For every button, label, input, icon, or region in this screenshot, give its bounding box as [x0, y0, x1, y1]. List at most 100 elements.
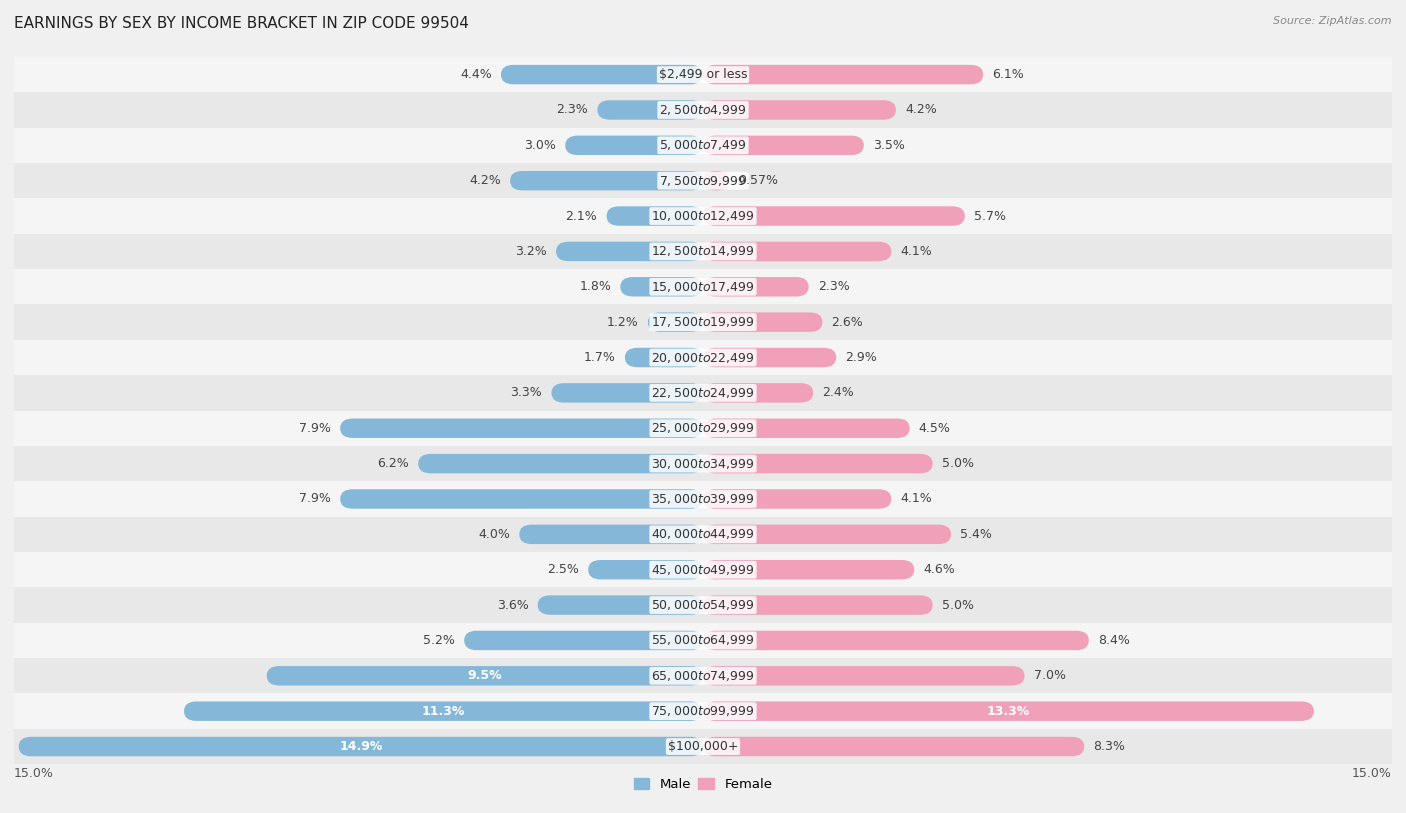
FancyBboxPatch shape	[703, 489, 891, 509]
Text: 5.2%: 5.2%	[423, 634, 456, 647]
Text: $15,000 to $17,499: $15,000 to $17,499	[651, 280, 755, 293]
Text: $65,000 to $74,999: $65,000 to $74,999	[651, 669, 755, 683]
FancyBboxPatch shape	[588, 560, 703, 580]
FancyBboxPatch shape	[703, 419, 910, 438]
Bar	[14, 411, 1392, 446]
Text: 2.5%: 2.5%	[547, 563, 579, 576]
Text: Source: ZipAtlas.com: Source: ZipAtlas.com	[1274, 16, 1392, 26]
FancyBboxPatch shape	[551, 383, 703, 402]
Text: 3.3%: 3.3%	[510, 386, 543, 399]
Text: 0.57%: 0.57%	[738, 174, 779, 187]
Text: 7.9%: 7.9%	[299, 422, 330, 435]
Text: 2.1%: 2.1%	[565, 210, 598, 223]
Text: 2.4%: 2.4%	[823, 386, 855, 399]
Text: 4.1%: 4.1%	[900, 245, 932, 258]
Text: $75,000 to $99,999: $75,000 to $99,999	[651, 704, 755, 718]
FancyBboxPatch shape	[703, 171, 730, 190]
Bar	[14, 693, 1392, 729]
Text: 3.2%: 3.2%	[515, 245, 547, 258]
Bar	[14, 304, 1392, 340]
FancyBboxPatch shape	[340, 419, 703, 438]
FancyBboxPatch shape	[555, 241, 703, 261]
FancyBboxPatch shape	[624, 348, 703, 367]
Text: $25,000 to $29,999: $25,000 to $29,999	[651, 421, 755, 435]
Text: 2.9%: 2.9%	[845, 351, 877, 364]
Text: $2,500 to $4,999: $2,500 to $4,999	[659, 103, 747, 117]
Text: $12,500 to $14,999: $12,500 to $14,999	[651, 245, 755, 259]
Text: $100,000+: $100,000+	[668, 740, 738, 753]
Text: 2.3%: 2.3%	[818, 280, 849, 293]
Text: 6.2%: 6.2%	[377, 457, 409, 470]
Text: 3.0%: 3.0%	[524, 139, 555, 152]
Text: 3.6%: 3.6%	[496, 598, 529, 611]
Bar	[14, 623, 1392, 659]
Bar	[14, 92, 1392, 128]
Bar	[14, 57, 1392, 92]
FancyBboxPatch shape	[703, 348, 837, 367]
Text: 4.1%: 4.1%	[900, 493, 932, 506]
Bar	[14, 481, 1392, 517]
Text: 4.2%: 4.2%	[905, 103, 936, 116]
FancyBboxPatch shape	[598, 100, 703, 120]
Bar	[14, 587, 1392, 623]
Text: 1.7%: 1.7%	[583, 351, 616, 364]
Text: 11.3%: 11.3%	[422, 705, 465, 718]
Bar	[14, 659, 1392, 693]
Text: 5.0%: 5.0%	[942, 457, 974, 470]
Text: $30,000 to $34,999: $30,000 to $34,999	[651, 457, 755, 471]
Text: 1.2%: 1.2%	[607, 315, 638, 328]
FancyBboxPatch shape	[184, 702, 703, 721]
Text: 2.3%: 2.3%	[557, 103, 588, 116]
Bar	[14, 729, 1392, 764]
Text: $20,000 to $22,499: $20,000 to $22,499	[651, 350, 755, 364]
Bar	[14, 552, 1392, 587]
FancyBboxPatch shape	[565, 136, 703, 155]
Text: 13.3%: 13.3%	[987, 705, 1031, 718]
FancyBboxPatch shape	[703, 65, 983, 85]
FancyBboxPatch shape	[703, 136, 863, 155]
Text: 4.0%: 4.0%	[478, 528, 510, 541]
Bar	[14, 269, 1392, 304]
Text: 5.0%: 5.0%	[942, 598, 974, 611]
Text: EARNINGS BY SEX BY INCOME BRACKET IN ZIP CODE 99504: EARNINGS BY SEX BY INCOME BRACKET IN ZIP…	[14, 16, 470, 31]
FancyBboxPatch shape	[620, 277, 703, 297]
FancyBboxPatch shape	[703, 666, 1025, 685]
Text: 2.6%: 2.6%	[831, 315, 863, 328]
Text: $35,000 to $39,999: $35,000 to $39,999	[651, 492, 755, 506]
FancyBboxPatch shape	[703, 560, 914, 580]
FancyBboxPatch shape	[18, 737, 703, 756]
Bar	[14, 517, 1392, 552]
Text: $45,000 to $49,999: $45,000 to $49,999	[651, 563, 755, 576]
FancyBboxPatch shape	[418, 454, 703, 473]
FancyBboxPatch shape	[703, 277, 808, 297]
FancyBboxPatch shape	[703, 241, 891, 261]
Text: $55,000 to $64,999: $55,000 to $64,999	[651, 633, 755, 647]
Text: 15.0%: 15.0%	[1353, 767, 1392, 780]
Bar	[14, 163, 1392, 198]
FancyBboxPatch shape	[703, 737, 1084, 756]
Bar	[14, 340, 1392, 375]
Text: $10,000 to $12,499: $10,000 to $12,499	[651, 209, 755, 223]
Text: 7.0%: 7.0%	[1033, 669, 1066, 682]
Text: $7,500 to $9,999: $7,500 to $9,999	[659, 174, 747, 188]
Text: 7.9%: 7.9%	[299, 493, 330, 506]
FancyBboxPatch shape	[510, 171, 703, 190]
Text: 8.3%: 8.3%	[1094, 740, 1125, 753]
Bar	[14, 376, 1392, 411]
FancyBboxPatch shape	[703, 454, 932, 473]
Text: 4.2%: 4.2%	[470, 174, 501, 187]
Text: $50,000 to $54,999: $50,000 to $54,999	[651, 598, 755, 612]
FancyBboxPatch shape	[267, 666, 703, 685]
Bar	[14, 446, 1392, 481]
Text: 5.4%: 5.4%	[960, 528, 993, 541]
Text: $17,500 to $19,999: $17,500 to $19,999	[651, 315, 755, 329]
Legend: Male, Female: Male, Female	[628, 773, 778, 797]
Bar	[14, 128, 1392, 163]
Text: $22,500 to $24,999: $22,500 to $24,999	[651, 386, 755, 400]
Text: 1.8%: 1.8%	[579, 280, 612, 293]
Text: 3.5%: 3.5%	[873, 139, 905, 152]
Text: 15.0%: 15.0%	[14, 767, 53, 780]
FancyBboxPatch shape	[340, 489, 703, 509]
FancyBboxPatch shape	[703, 524, 950, 544]
FancyBboxPatch shape	[703, 100, 896, 120]
